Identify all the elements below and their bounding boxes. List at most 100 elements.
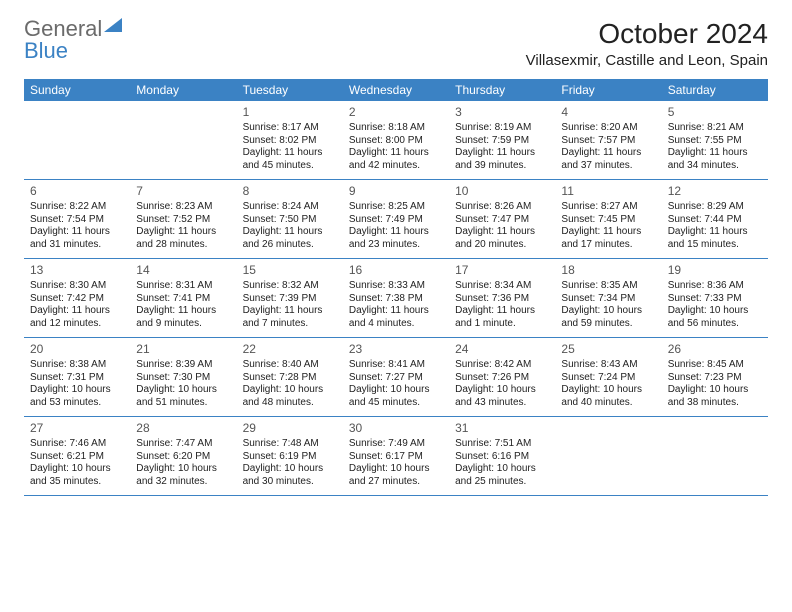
sunset-text: Sunset: 7:38 PM xyxy=(349,293,443,306)
daylight-text: Daylight: 10 hours and 30 minutes. xyxy=(243,463,337,488)
daylight-text: Daylight: 11 hours and 31 minutes. xyxy=(30,226,124,251)
sunrise-text: Sunrise: 8:35 AM xyxy=(561,280,655,293)
day-number: 25 xyxy=(561,342,655,357)
sunrise-text: Sunrise: 8:27 AM xyxy=(561,201,655,214)
day-header-fri: Friday xyxy=(555,79,661,101)
day-number: 6 xyxy=(30,184,124,199)
sunrise-text: Sunrise: 8:20 AM xyxy=(561,122,655,135)
week-row: 20Sunrise: 8:38 AMSunset: 7:31 PMDayligh… xyxy=(24,338,768,417)
week-row: 1Sunrise: 8:17 AMSunset: 8:02 PMDaylight… xyxy=(24,101,768,180)
day-cell: 21Sunrise: 8:39 AMSunset: 7:30 PMDayligh… xyxy=(130,338,236,416)
day-header-thu: Thursday xyxy=(449,79,555,101)
daylight-text: Daylight: 10 hours and 38 minutes. xyxy=(668,384,762,409)
day-number: 28 xyxy=(136,421,230,436)
sunrise-text: Sunrise: 8:34 AM xyxy=(455,280,549,293)
sunset-text: Sunset: 7:44 PM xyxy=(668,214,762,227)
daylight-text: Daylight: 11 hours and 1 minute. xyxy=(455,305,549,330)
day-cell: 9Sunrise: 8:25 AMSunset: 7:49 PMDaylight… xyxy=(343,180,449,258)
empty-cell xyxy=(555,417,661,495)
sunset-text: Sunset: 6:17 PM xyxy=(349,451,443,464)
day-number: 26 xyxy=(668,342,762,357)
week-row: 13Sunrise: 8:30 AMSunset: 7:42 PMDayligh… xyxy=(24,259,768,338)
sunset-text: Sunset: 7:30 PM xyxy=(136,372,230,385)
sunset-text: Sunset: 7:50 PM xyxy=(243,214,337,227)
daylight-text: Daylight: 11 hours and 15 minutes. xyxy=(668,226,762,251)
sunrise-text: Sunrise: 8:42 AM xyxy=(455,359,549,372)
week-row: 27Sunrise: 7:46 AMSunset: 6:21 PMDayligh… xyxy=(24,417,768,496)
day-cell: 4Sunrise: 8:20 AMSunset: 7:57 PMDaylight… xyxy=(555,101,661,179)
sunset-text: Sunset: 7:36 PM xyxy=(455,293,549,306)
day-header-row: Sunday Monday Tuesday Wednesday Thursday… xyxy=(24,79,768,101)
sunrise-text: Sunrise: 8:17 AM xyxy=(243,122,337,135)
day-cell: 30Sunrise: 7:49 AMSunset: 6:17 PMDayligh… xyxy=(343,417,449,495)
header: General Blue October 2024 Villasexmir, C… xyxy=(24,18,768,69)
day-number: 19 xyxy=(668,263,762,278)
sunset-text: Sunset: 7:57 PM xyxy=(561,135,655,148)
daylight-text: Daylight: 11 hours and 34 minutes. xyxy=(668,147,762,172)
day-cell: 10Sunrise: 8:26 AMSunset: 7:47 PMDayligh… xyxy=(449,180,555,258)
sunrise-text: Sunrise: 8:40 AM xyxy=(243,359,337,372)
sunrise-text: Sunrise: 8:25 AM xyxy=(349,201,443,214)
daylight-text: Daylight: 10 hours and 48 minutes. xyxy=(243,384,337,409)
day-number: 24 xyxy=(455,342,549,357)
day-number: 27 xyxy=(30,421,124,436)
sunrise-text: Sunrise: 8:22 AM xyxy=(30,201,124,214)
day-number: 16 xyxy=(349,263,443,278)
location-text: Villasexmir, Castille and Leon, Spain xyxy=(526,52,768,69)
sunrise-text: Sunrise: 7:46 AM xyxy=(30,438,124,451)
day-number: 2 xyxy=(349,105,443,120)
sunrise-text: Sunrise: 7:51 AM xyxy=(455,438,549,451)
day-number: 12 xyxy=(668,184,762,199)
sunrise-text: Sunrise: 8:26 AM xyxy=(455,201,549,214)
sunset-text: Sunset: 7:41 PM xyxy=(136,293,230,306)
sunrise-text: Sunrise: 7:47 AM xyxy=(136,438,230,451)
sunset-text: Sunset: 6:20 PM xyxy=(136,451,230,464)
day-cell: 16Sunrise: 8:33 AMSunset: 7:38 PMDayligh… xyxy=(343,259,449,337)
day-number: 21 xyxy=(136,342,230,357)
sunrise-text: Sunrise: 8:21 AM xyxy=(668,122,762,135)
day-number: 22 xyxy=(243,342,337,357)
sunrise-text: Sunrise: 8:41 AM xyxy=(349,359,443,372)
day-cell: 15Sunrise: 8:32 AMSunset: 7:39 PMDayligh… xyxy=(237,259,343,337)
sunrise-text: Sunrise: 8:31 AM xyxy=(136,280,230,293)
day-cell: 2Sunrise: 8:18 AMSunset: 8:00 PMDaylight… xyxy=(343,101,449,179)
day-number: 23 xyxy=(349,342,443,357)
day-number: 29 xyxy=(243,421,337,436)
day-cell: 23Sunrise: 8:41 AMSunset: 7:27 PMDayligh… xyxy=(343,338,449,416)
sunset-text: Sunset: 6:21 PM xyxy=(30,451,124,464)
sunrise-text: Sunrise: 8:45 AM xyxy=(668,359,762,372)
daylight-text: Daylight: 11 hours and 20 minutes. xyxy=(455,226,549,251)
day-cell: 29Sunrise: 7:48 AMSunset: 6:19 PMDayligh… xyxy=(237,417,343,495)
day-number: 18 xyxy=(561,263,655,278)
day-number: 8 xyxy=(243,184,337,199)
day-cell: 26Sunrise: 8:45 AMSunset: 7:23 PMDayligh… xyxy=(662,338,768,416)
day-header-sun: Sunday xyxy=(24,79,130,101)
sunset-text: Sunset: 6:16 PM xyxy=(455,451,549,464)
day-number: 1 xyxy=(243,105,337,120)
day-number: 15 xyxy=(243,263,337,278)
sunset-text: Sunset: 7:59 PM xyxy=(455,135,549,148)
day-number: 5 xyxy=(668,105,762,120)
day-number: 7 xyxy=(136,184,230,199)
sunset-text: Sunset: 6:19 PM xyxy=(243,451,337,464)
daylight-text: Daylight: 10 hours and 27 minutes. xyxy=(349,463,443,488)
sunset-text: Sunset: 7:39 PM xyxy=(243,293,337,306)
day-number: 9 xyxy=(349,184,443,199)
daylight-text: Daylight: 11 hours and 26 minutes. xyxy=(243,226,337,251)
sunset-text: Sunset: 7:49 PM xyxy=(349,214,443,227)
daylight-text: Daylight: 11 hours and 39 minutes. xyxy=(455,147,549,172)
sunset-text: Sunset: 7:45 PM xyxy=(561,214,655,227)
sunrise-text: Sunrise: 8:43 AM xyxy=(561,359,655,372)
daylight-text: Daylight: 10 hours and 35 minutes. xyxy=(30,463,124,488)
daylight-text: Daylight: 11 hours and 9 minutes. xyxy=(136,305,230,330)
daylight-text: Daylight: 10 hours and 25 minutes. xyxy=(455,463,549,488)
empty-cell xyxy=(130,101,236,179)
day-cell: 17Sunrise: 8:34 AMSunset: 7:36 PMDayligh… xyxy=(449,259,555,337)
daylight-text: Daylight: 10 hours and 40 minutes. xyxy=(561,384,655,409)
sunset-text: Sunset: 7:55 PM xyxy=(668,135,762,148)
day-number: 14 xyxy=(136,263,230,278)
daylight-text: Daylight: 10 hours and 53 minutes. xyxy=(30,384,124,409)
daylight-text: Daylight: 11 hours and 42 minutes. xyxy=(349,147,443,172)
sunset-text: Sunset: 7:24 PM xyxy=(561,372,655,385)
sunset-text: Sunset: 7:42 PM xyxy=(30,293,124,306)
